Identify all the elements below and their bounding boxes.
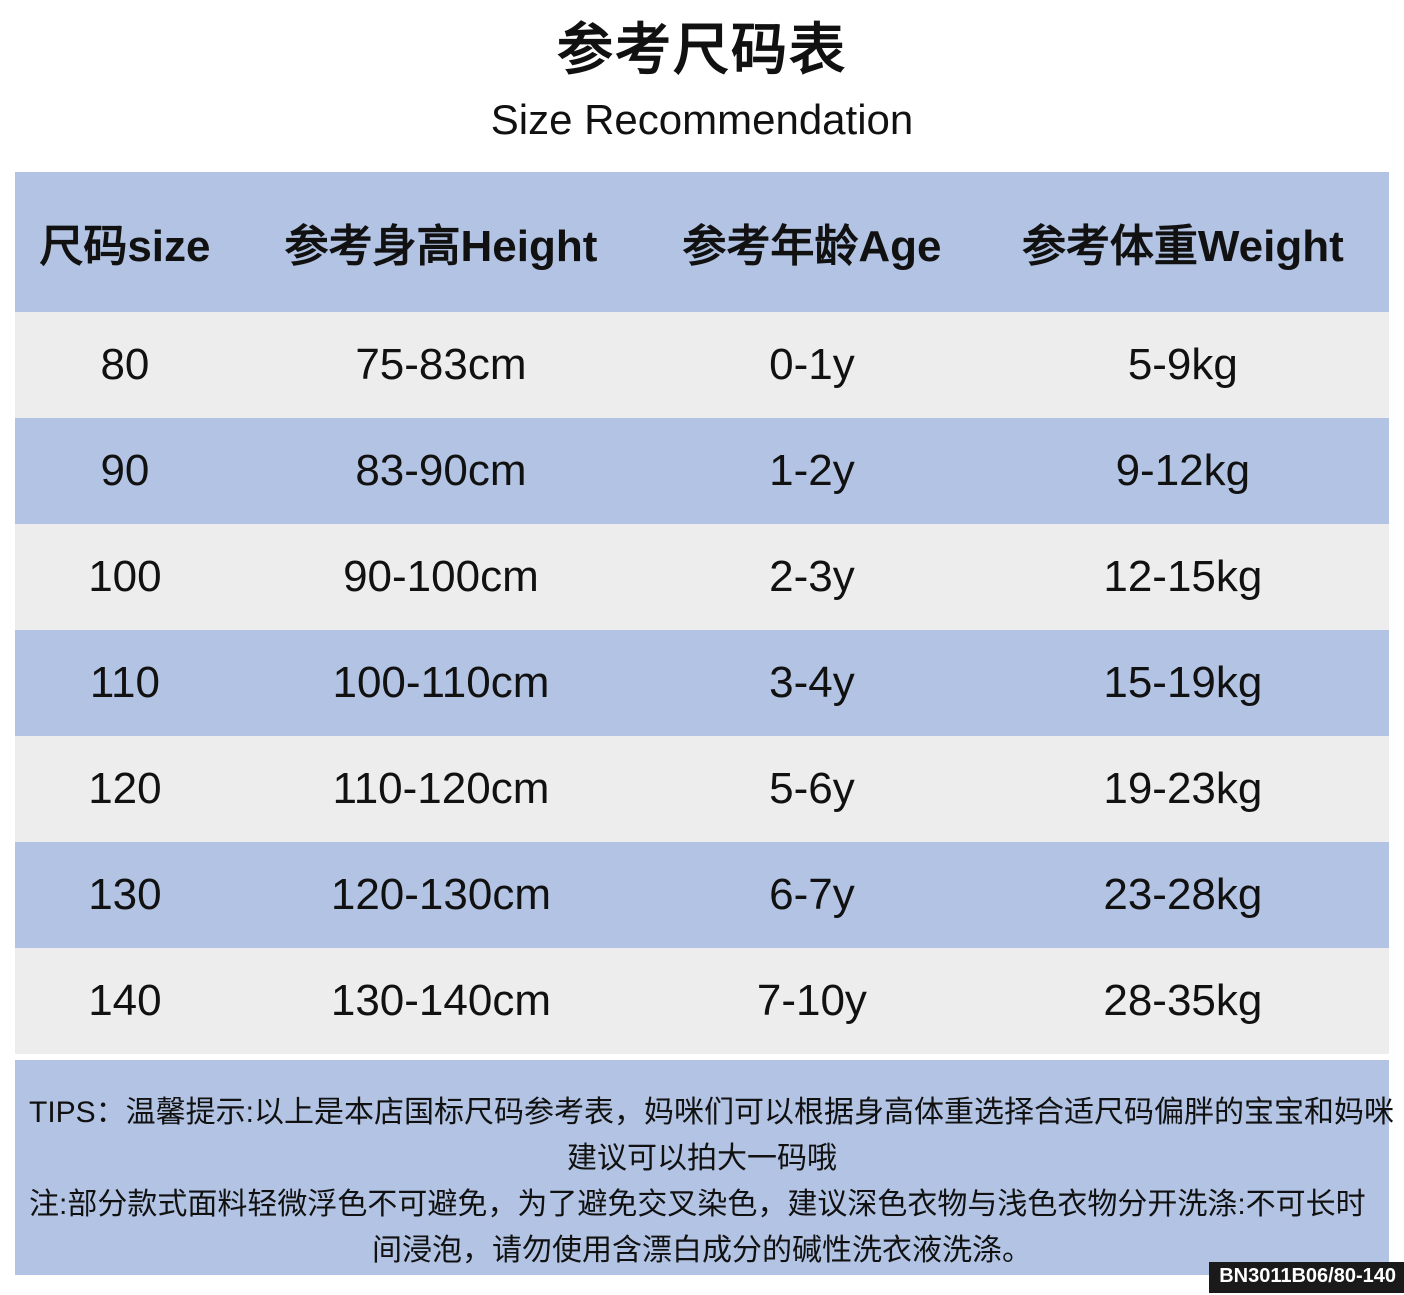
cell-weight: 5-9kg: [1127, 340, 1238, 389]
cell-weight: 28-35kg: [1103, 976, 1263, 1025]
table-row: 80 75-83cm 0-1y 5-9kg: [15, 312, 1389, 418]
cell-height: 83-90cm: [355, 446, 527, 495]
cell-size: 80: [100, 340, 150, 389]
cell-size: 90: [100, 446, 150, 495]
size-table: 尺码size 参考身高Height 参考年龄Age 参考体重Weight 80 …: [15, 172, 1389, 1054]
cell-age: 2-3y: [769, 552, 855, 601]
cell-age: 3-4y: [769, 658, 855, 707]
cell-age: 1-2y: [769, 446, 855, 495]
cell-weight: 19-23kg: [1103, 764, 1263, 813]
cell-size: 100: [88, 552, 162, 601]
cell-height: 120-130cm: [330, 870, 551, 919]
cell-size: 130: [88, 870, 162, 919]
table-header-row: 尺码size 参考身高Height 参考年龄Age 参考体重Weight: [15, 172, 1389, 312]
column-header-height: 参考身高Height: [284, 222, 598, 271]
cell-weight: 9-12kg: [1115, 446, 1251, 495]
table-row: 90 83-90cm 1-2y 9-12kg: [15, 418, 1389, 524]
cell-weight: 15-19kg: [1103, 658, 1263, 707]
cell-age: 7-10y: [756, 976, 867, 1025]
cell-height: 90-100cm: [343, 552, 539, 601]
column-header-age: 参考年龄Age: [682, 222, 942, 271]
cell-size: 110: [89, 658, 160, 707]
cell-size: 140: [88, 976, 162, 1025]
table-row: 110 100-110cm 3-4y 15-19kg: [15, 630, 1389, 736]
cell-height: 100-110cm: [332, 658, 550, 707]
cell-height: 110-120cm: [332, 764, 550, 813]
tips-section: TIPS：温馨提示:以上是本店国标尺码参考表，妈咪们可以根据身高体重选择合适尺码…: [15, 1060, 1395, 1275]
column-header-weight: 参考体重Weight: [1021, 222, 1344, 271]
tips-line-4: 间浸泡，请勿使用含漂白成分的碱性洗衣液洗涤。: [372, 1234, 1032, 1267]
cell-age: 6-7y: [769, 870, 855, 919]
cell-weight: 12-15kg: [1103, 552, 1263, 601]
tips-line-3: 注:部分款式面料轻微浮色不可避免，为了避免交叉染色，建议深色衣物与浅色衣物分开洗…: [29, 1188, 1366, 1221]
cell-age: 0-1y: [769, 340, 855, 389]
page-subtitle: Size Recommendation: [490, 96, 914, 143]
cell-weight: 23-28kg: [1103, 870, 1263, 919]
tips-line-1: TIPS：温馨提示:以上是本店国标尺码参考表，妈咪们可以根据身高体重选择合适尺码…: [29, 1096, 1395, 1129]
column-header-size: 尺码size: [39, 222, 211, 271]
cell-size: 120: [88, 764, 162, 813]
tips-line-2: 建议可以拍大一码哦: [567, 1142, 837, 1175]
page-title: 参考尺码表: [557, 18, 847, 81]
table-row: 140 130-140cm 7-10y 28-35kg: [15, 948, 1389, 1054]
table-row: 130 120-130cm 6-7y 23-28kg: [15, 842, 1389, 948]
cell-age: 5-6y: [769, 764, 855, 813]
cell-height: 75-83cm: [355, 340, 527, 389]
table-row: 100 90-100cm 2-3y 12-15kg: [15, 524, 1389, 630]
table-row: 120 110-120cm 5-6y 19-23kg: [15, 736, 1389, 842]
product-code-badge: BN3011B06/80-140: [1209, 1262, 1404, 1293]
cell-height: 130-140cm: [330, 976, 551, 1025]
